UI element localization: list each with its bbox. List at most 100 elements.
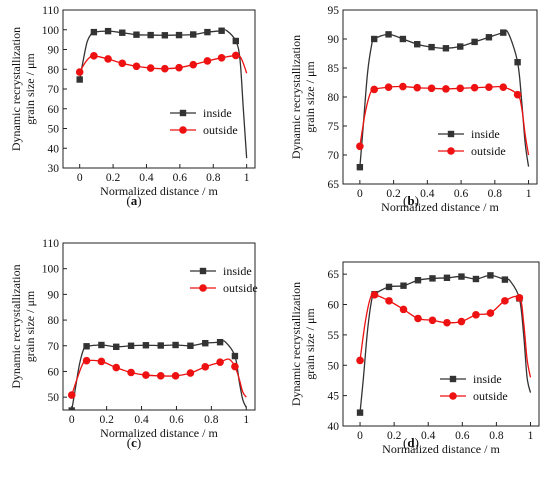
- x-tick-label: 0.4: [420, 188, 435, 200]
- panel-label: (d): [403, 435, 419, 450]
- y-axis-title-line: grain size / μm: [303, 61, 317, 133]
- data-point-outside: [90, 52, 98, 60]
- data-point-outside: [470, 83, 479, 92]
- y-tick-label: 65: [328, 269, 340, 281]
- data-point-inside: [83, 343, 90, 350]
- panel-letter: d: [407, 435, 415, 450]
- y-axis-title: Dynamic recrystallizationgrain size / μm: [9, 264, 37, 388]
- y-tick-label: 80: [48, 64, 60, 76]
- data-point-inside: [428, 43, 435, 51]
- data-point-outside: [442, 85, 450, 93]
- data-point-outside: [513, 90, 522, 99]
- y-axis-title: Dynamic recrystallizationgrain size / μm: [289, 282, 317, 406]
- x-axis-title: Normalized distance / m: [382, 442, 500, 456]
- data-point-inside: [202, 340, 209, 347]
- plot-frame: [342, 261, 540, 427]
- y-tick-label: 90: [48, 289, 60, 301]
- y-axis-title-line: grain size / μm: [303, 308, 317, 380]
- x-tick-label: 1: [526, 188, 532, 200]
- y-tick-label: 95: [328, 5, 340, 17]
- data-point-inside: [133, 31, 140, 38]
- data-point-outside: [146, 64, 155, 72]
- data-point-outside: [501, 297, 509, 305]
- y-tick-label: 70: [48, 341, 60, 353]
- data-point-outside: [457, 317, 466, 326]
- y-tick-label: 45: [328, 391, 340, 403]
- legend-label-inside: inside: [473, 372, 502, 386]
- legend-marker-inside: [447, 130, 455, 138]
- data-point-inside: [90, 28, 98, 36]
- chart-panel-a: 30 40 50 60 70 80 90 100 110 0 0.2 0.4 0.6 0.8 1 Normal…: [9, 5, 256, 208]
- data-point-inside: [113, 343, 120, 350]
- chart-panel-c: 50 60 70 80 90 100 110 0 0.2 0.4 0.6 0.8 1 Normalized…: [9, 238, 258, 450]
- data-point-inside: [356, 163, 364, 171]
- y-tick-label: 60: [328, 300, 340, 312]
- x-tick-label: 0.8: [206, 172, 221, 184]
- series-outside: [356, 82, 530, 156]
- y-tick-label: 80: [328, 92, 340, 104]
- legend-label-outside: outside: [473, 389, 508, 403]
- y-tick-label: 65: [328, 179, 340, 191]
- data-point-inside: [385, 283, 393, 291]
- data-point-inside: [68, 407, 75, 410]
- x-tick-label: 0.8: [489, 430, 504, 442]
- data-point-inside: [385, 31, 392, 38]
- data-point-inside: [216, 338, 224, 346]
- data-point-inside: [161, 32, 169, 39]
- data-point-outside: [486, 309, 495, 317]
- data-point-inside: [501, 276, 509, 283]
- data-point-inside: [442, 45, 450, 52]
- series-outside: [356, 291, 532, 378]
- data-point-outside: [443, 318, 451, 327]
- data-point-inside: [414, 41, 421, 48]
- legend-marker-inside: [199, 267, 207, 275]
- legend-label-inside: inside: [223, 264, 252, 278]
- x-tick-label: 1: [528, 430, 534, 442]
- y-axis-title-line: Dynamic recrystallization: [9, 27, 23, 151]
- data-point-outside: [104, 55, 112, 63]
- series-inside: [356, 29, 530, 171]
- chart-panel-d: 40 45 50 55 60 65 0 0.2 0.4 0.6 0.8 1 Normalized dis…: [289, 261, 540, 456]
- data-point-inside: [204, 28, 211, 36]
- data-point-inside: [172, 341, 179, 349]
- y-tick-label: 50: [328, 360, 340, 372]
- data-point-outside: [189, 60, 198, 69]
- data-point-inside: [76, 76, 83, 83]
- data-point-outside: [82, 356, 91, 365]
- legend-label-inside: inside: [471, 127, 500, 141]
- y-tick-label: 70: [328, 150, 340, 162]
- data-point-inside: [175, 31, 183, 39]
- series-outside: [67, 356, 247, 399]
- data-point-outside: [201, 363, 210, 371]
- panel-letter: a: [131, 193, 138, 208]
- y-axis-title-line: grain size / μm: [23, 53, 37, 125]
- data-point-outside: [356, 356, 364, 365]
- data-point-outside: [413, 83, 422, 92]
- data-point-outside: [67, 391, 76, 399]
- data-point-outside: [112, 363, 121, 372]
- x-axis-title: Normalized distance / m: [381, 200, 499, 214]
- legend-label-outside: outside: [203, 123, 238, 137]
- series-inside: [76, 27, 248, 159]
- data-point-outside: [384, 83, 393, 91]
- data-point-outside: [171, 372, 180, 380]
- legend-marker-outside: [179, 126, 187, 134]
- data-point-inside: [187, 342, 194, 349]
- data-point-outside: [216, 358, 224, 367]
- data-point-outside: [156, 372, 165, 380]
- data-point-inside: [471, 38, 478, 46]
- data-point-outside: [231, 362, 239, 371]
- x-tick-label: 0.6: [455, 430, 470, 442]
- x-tick-label: 0.8: [204, 414, 219, 426]
- data-point-outside: [356, 142, 364, 151]
- data-point-outside: [161, 64, 169, 73]
- data-point-inside: [487, 272, 494, 279]
- data-point-outside: [217, 53, 226, 62]
- panel-label: (c): [127, 435, 141, 450]
- data-point-inside: [414, 277, 422, 284]
- legend-marker-outside: [449, 392, 457, 400]
- legend-label-outside: outside: [223, 281, 258, 295]
- legend-marker-outside: [447, 147, 455, 155]
- y-tick-label: 55: [328, 330, 340, 342]
